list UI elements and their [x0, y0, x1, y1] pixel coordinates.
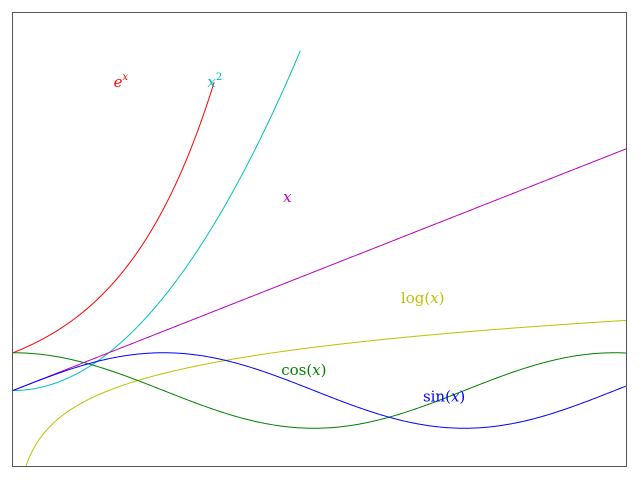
label-x: x: [283, 188, 292, 206]
plot-frame: [12, 12, 627, 467]
label-cos-x: cos(x): [281, 361, 326, 379]
curve-e-x: [13, 82, 215, 354]
curves-layer: [13, 50, 626, 466]
label-sin-x: sin(x): [423, 387, 465, 405]
label-x-2: x2: [207, 71, 222, 91]
curve-labels-layer: ex x2 x log(x) cos(x) sin(x): [114, 71, 466, 405]
curve-log-x: [25, 319, 626, 466]
label-e-x: ex: [114, 71, 129, 91]
curve-x-2: [13, 50, 301, 391]
curve-cos-x: [13, 352, 626, 429]
curve-sin-x: [13, 352, 626, 429]
curve-x: [13, 148, 626, 391]
label-log-x: log(x): [401, 289, 445, 307]
